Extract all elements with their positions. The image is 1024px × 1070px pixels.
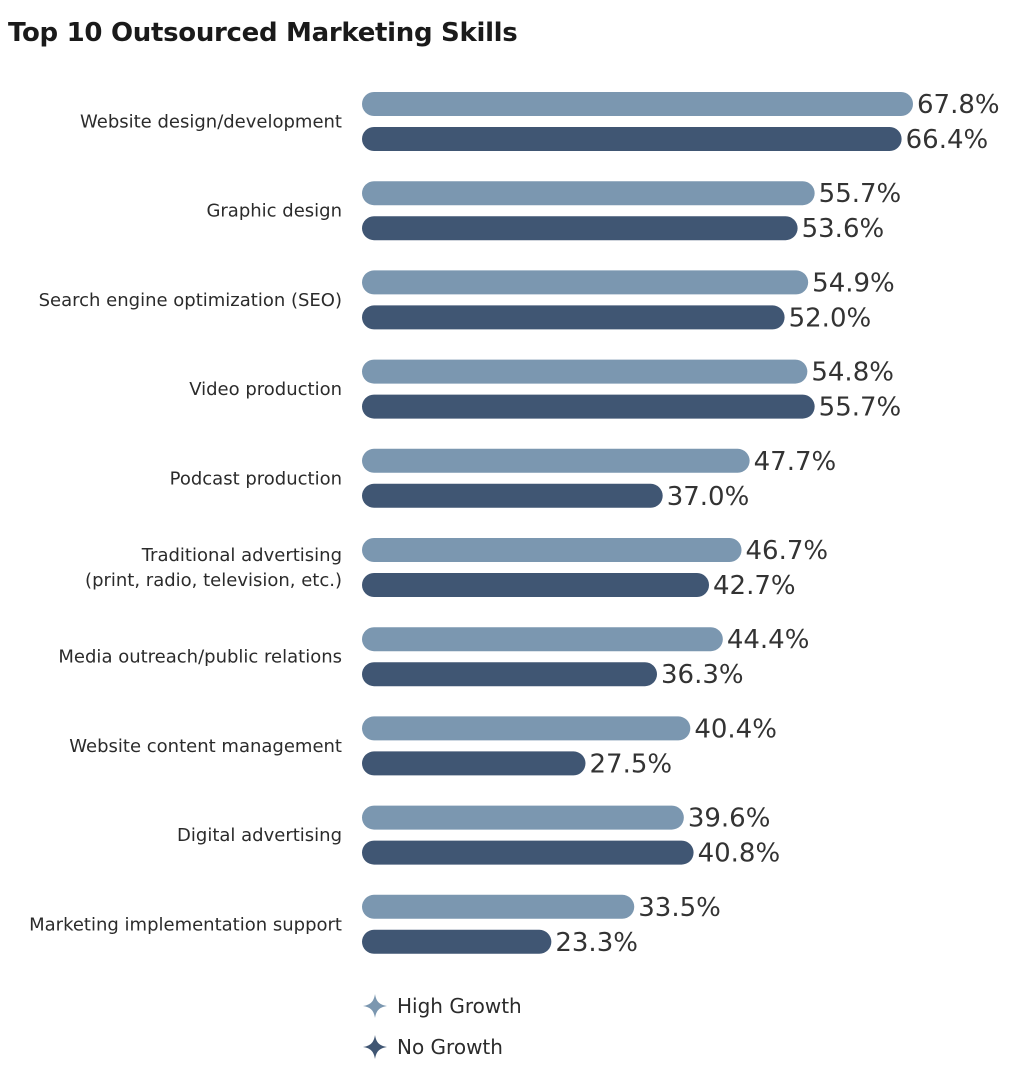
data-label: 44.4% [727,625,810,655]
category-label-line: Graphic design [206,201,342,222]
four-point-star-icon [363,1035,387,1059]
data-label: 53.6% [802,214,885,244]
bar-high-growth [362,448,750,473]
legend-item-high-growth: High Growth [362,988,522,1024]
bar-no-growth [362,127,902,151]
category-label: Media outreach/public relations [58,647,342,668]
data-label: 39.6% [688,804,771,834]
data-label: 66.4% [906,125,989,155]
bar-high-growth [362,359,808,384]
category-label: Graphic design [206,201,342,222]
category-label: Website content management [69,736,342,757]
category-label-line: Marketing implementation support [29,914,342,935]
bar-no-growth [362,929,552,954]
bar-chart: Website design/development 67.8% 66.4% Grap… [29,90,1000,958]
bar-high-growth [362,716,691,741]
category-label-line: Search engine optimization (SEO) [39,290,342,311]
data-label: 54.9% [812,268,895,298]
category-label-line: Podcast production [170,468,342,489]
data-label: 47.7% [754,447,837,477]
four-point-star-icon [363,994,387,1018]
category-label-line: Website content management [69,736,342,757]
category-label: Search engine optimization (SEO) [39,290,342,311]
bar-no-growth [362,305,785,330]
category-label-line: Media outreach/public relations [58,647,342,668]
legend-label: High Growth [397,994,522,1018]
bar-no-growth [362,483,663,508]
category-label: Podcast production [170,468,342,489]
bar-high-growth [362,181,815,206]
data-label: 27.5% [589,749,672,779]
category-label-line: Traditional advertising [141,545,342,566]
chart-title: Top 10 Outsourced Marketing Skills [8,18,518,48]
category-label: Traditional advertising (print, radio, te… [85,545,342,591]
data-label: 52.0% [789,303,872,333]
data-label: 36.3% [661,660,744,690]
category-label-line: Website design/development [80,112,342,133]
category-label: Marketing implementation support [29,914,342,935]
category-label-line: Digital advertising [177,825,342,846]
data-label: 67.8% [917,90,1000,120]
bar-high-growth [362,270,809,295]
category-label: Website design/development [80,112,342,133]
data-label: 55.7% [819,393,902,423]
category-label-line: Video production [189,379,342,400]
bar-high-growth [362,805,684,830]
legend: High Growth No Growth [362,988,522,1070]
data-label: 54.8% [811,358,894,388]
data-label: 40.4% [694,714,777,744]
bar-high-growth [362,538,742,562]
bar-no-growth [362,216,798,241]
legend-label: No Growth [397,1035,503,1059]
data-label: 46.7% [746,536,829,566]
bar-high-growth [362,627,723,652]
bar-no-growth [362,662,658,687]
bar-high-growth [362,894,635,919]
category-label-line: (print, radio, television, etc.) [85,570,342,591]
data-label: 23.3% [555,928,638,958]
legend-item-no-growth: No Growth [362,1029,522,1065]
bar-high-growth [362,92,913,116]
data-label: 42.7% [713,571,796,601]
bar-no-growth [362,573,710,597]
data-label: 40.8% [698,839,781,869]
data-label: 55.7% [819,179,902,209]
category-label: Video production [189,379,342,400]
data-label: 33.5% [638,893,721,923]
bar-no-growth [362,394,815,419]
category-label: Digital advertising [177,825,342,846]
data-label: 37.0% [667,482,750,512]
bar-no-growth [362,751,586,776]
bar-no-growth [362,840,694,865]
